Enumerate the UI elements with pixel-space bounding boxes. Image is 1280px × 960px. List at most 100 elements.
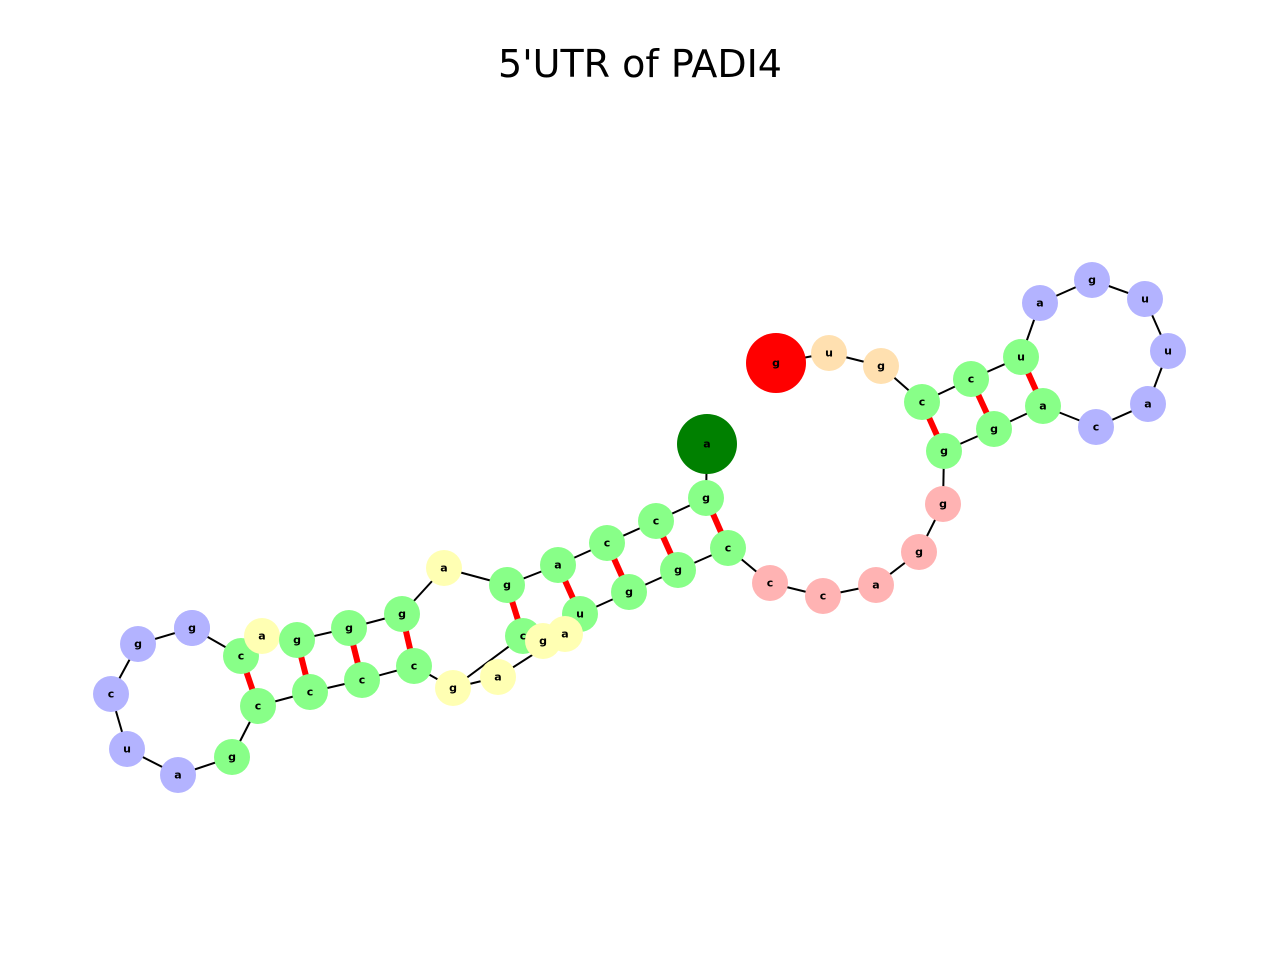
nucleotide-label: g bbox=[702, 492, 710, 505]
nucleotide-label: g bbox=[674, 564, 682, 577]
nucleotide-circle bbox=[120, 626, 156, 662]
nucleotide-circle bbox=[1127, 281, 1163, 317]
nucleotide-label: c bbox=[767, 577, 774, 590]
nucleotide-circle bbox=[244, 618, 280, 654]
nucleotide-34: u bbox=[109, 731, 145, 767]
nucleotide-19: c bbox=[805, 578, 841, 614]
nucleotide-label: u bbox=[825, 347, 833, 360]
nucleotide-18: a bbox=[858, 567, 894, 603]
nucleotide-label: a bbox=[554, 559, 561, 572]
nucleotide-20: c bbox=[752, 565, 788, 601]
nucleotide-23: g bbox=[611, 574, 647, 610]
nucleotide-circle bbox=[109, 731, 145, 767]
nucleotide-49: g bbox=[688, 480, 724, 516]
nucleotide-label: g bbox=[398, 608, 406, 621]
nucleotide-label: c bbox=[919, 396, 926, 409]
nucleotide-label: u bbox=[1164, 345, 1172, 358]
nucleotide-9: u bbox=[1127, 281, 1163, 317]
nucleotide-label: g bbox=[503, 579, 511, 592]
nucleotide-label: u bbox=[1017, 351, 1025, 364]
nucleotide-label: g bbox=[772, 357, 780, 370]
nucleotide-4: c bbox=[904, 384, 940, 420]
nucleotide-label: a bbox=[872, 579, 879, 592]
nucleotide-circle bbox=[435, 670, 471, 706]
nucleotide-label: u bbox=[123, 743, 131, 756]
nucleotide-circle bbox=[396, 648, 432, 684]
nucleotide-26: a bbox=[480, 659, 516, 695]
nucleotide-43: g bbox=[384, 596, 420, 632]
nucleotide-circle bbox=[688, 480, 724, 516]
nucleotide-circle bbox=[638, 503, 674, 539]
nucleotide-circle bbox=[710, 530, 746, 566]
nucleotide-label: c bbox=[1093, 421, 1100, 434]
nucleotide-circle bbox=[344, 662, 380, 698]
nucleotide-label: g bbox=[228, 751, 236, 764]
nucleotide-label: c bbox=[359, 674, 366, 687]
nucleotide-label: g bbox=[877, 360, 885, 373]
nucleotide-11: a bbox=[1130, 386, 1166, 422]
nucleotide-circle bbox=[426, 550, 462, 586]
nucleotide-31: c bbox=[240, 688, 276, 724]
nucleotide-label: c bbox=[108, 688, 115, 701]
nucleotide-label: c bbox=[604, 537, 611, 550]
nucleotide-label: u bbox=[1141, 293, 1149, 306]
nucleotide-circle bbox=[525, 623, 561, 659]
nucleotide-circle bbox=[904, 384, 940, 420]
nucleotide-label: c bbox=[820, 590, 827, 603]
nucleotide-label: g bbox=[293, 634, 301, 647]
nucleotide-label: c bbox=[411, 660, 418, 673]
nucleotide-42: g bbox=[331, 610, 367, 646]
nucleotide-circle bbox=[1078, 409, 1114, 445]
nucleotide-48: c bbox=[638, 503, 674, 539]
nucleotide-3: g bbox=[863, 348, 899, 384]
nucleotide-circle bbox=[214, 739, 250, 775]
nucleotide-circle bbox=[953, 361, 989, 397]
nucleotide-circle bbox=[1074, 262, 1110, 298]
nucleotide-22: g bbox=[660, 552, 696, 588]
nucleotide-label: g bbox=[915, 546, 923, 559]
nucleotide-circle bbox=[240, 688, 276, 724]
nucleotide-circle bbox=[1150, 333, 1186, 369]
nucleotide-circle bbox=[811, 335, 847, 371]
diagram-title: 5'UTR of PADI4 bbox=[498, 42, 782, 86]
nucleotide-circle bbox=[660, 552, 696, 588]
nucleotide-label: c bbox=[968, 373, 975, 386]
nucleotide-40: a bbox=[244, 618, 280, 654]
nucleotide-layer: gugccuaguuacaggggacccgguaagccccgaucgagca… bbox=[93, 262, 1186, 793]
nucleotide-label: a bbox=[440, 562, 447, 575]
nucleotide-label: g bbox=[940, 445, 948, 458]
nucleotide-14: g bbox=[976, 411, 1012, 447]
nucleotide-38: g bbox=[174, 610, 210, 646]
nucleotide-label: u bbox=[576, 608, 584, 621]
nucleotide-circle bbox=[805, 578, 841, 614]
nucleotide-circle bbox=[925, 486, 961, 522]
nucleotide-30: c bbox=[292, 674, 328, 710]
nucleotide-35: c bbox=[93, 676, 129, 712]
nucleotide-21: c bbox=[710, 530, 746, 566]
nucleotide-7: a bbox=[1022, 285, 1058, 321]
nucleotide-13: a bbox=[1025, 388, 1061, 424]
nucleotide-36: g bbox=[120, 626, 156, 662]
nucleotide-circle bbox=[863, 348, 899, 384]
nucleotide-circle bbox=[611, 574, 647, 610]
nucleotide-50: a bbox=[677, 414, 737, 474]
nucleotide-5: c bbox=[953, 361, 989, 397]
nucleotide-circle bbox=[93, 676, 129, 712]
nucleotide-circle bbox=[901, 534, 937, 570]
nucleotide-circle bbox=[331, 610, 367, 646]
nucleotide-label: c bbox=[725, 542, 732, 555]
nucleotide-circle bbox=[752, 565, 788, 601]
nucleotide-circle bbox=[1130, 386, 1166, 422]
nucleotide-label: g bbox=[134, 638, 142, 651]
nucleotide-label: c bbox=[307, 686, 314, 699]
nucleotide-label: a bbox=[1036, 297, 1043, 310]
nucleotide-label: a bbox=[174, 769, 181, 782]
nucleotide-circle bbox=[292, 674, 328, 710]
nucleotide-circle bbox=[540, 547, 576, 583]
nucleotide-extra: g bbox=[525, 623, 561, 659]
nucleotide-46: a bbox=[540, 547, 576, 583]
nucleotide-label: g bbox=[939, 498, 947, 511]
nucleotide-16: g bbox=[925, 486, 961, 522]
nucleotide-circle bbox=[160, 757, 196, 793]
